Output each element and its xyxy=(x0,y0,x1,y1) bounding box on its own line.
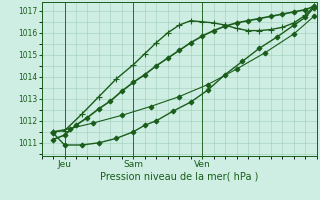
X-axis label: Pression niveau de la mer( hPa ): Pression niveau de la mer( hPa ) xyxy=(100,172,258,182)
